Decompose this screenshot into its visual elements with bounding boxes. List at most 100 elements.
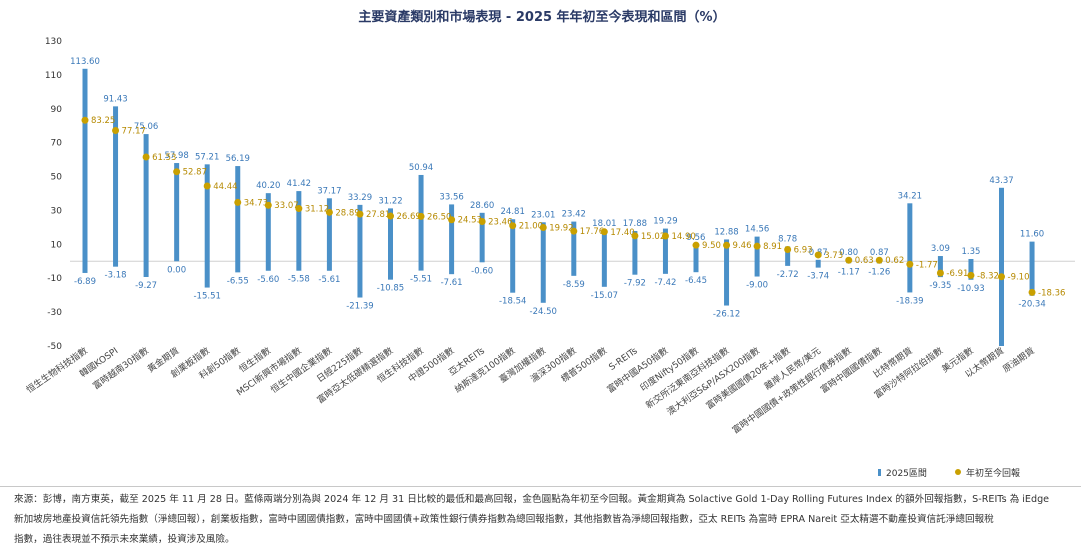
y-tick-label: -50 [47, 342, 62, 352]
ytd-dot [845, 256, 853, 264]
ytd-dot [967, 271, 975, 279]
ytd-label: 27.81 [366, 210, 390, 220]
ytd-label: 21.00 [519, 222, 543, 232]
ytd-label: -18.36 [1038, 288, 1065, 298]
low-label: -6.45 [685, 276, 707, 286]
high-label: 11.60 [1020, 230, 1044, 240]
ytd-label: 19.92 [549, 224, 573, 234]
ytd-label: 83.25 [91, 116, 115, 126]
high-label: 9.56 [687, 233, 706, 243]
y-axis: -50 -30 -10 10 30 50 70 90 110 130 [45, 37, 62, 352]
y-tick-label: -10 [47, 274, 62, 284]
high-label: 24.81 [501, 207, 525, 217]
ytd-label: 23.46 [488, 218, 512, 228]
range-bar [968, 258, 974, 280]
y-tick-label: 10 [51, 240, 63, 250]
high-label: 3.09 [931, 244, 950, 254]
divider [0, 486, 1081, 487]
range-bar [754, 236, 760, 277]
high-label: 57.98 [164, 151, 188, 161]
source-note: 來源：彭博，南方東英，截至 2025 年 11 月 28 日。藍條兩端分別為與 … [14, 490, 1074, 550]
range-bar [418, 174, 424, 271]
low-label: -1.26 [868, 267, 890, 277]
ytd-label: -9.10 [1008, 273, 1030, 283]
ytd-label: 9.50 [702, 241, 721, 251]
ytd-label: 31.12 [305, 205, 329, 215]
range-bar [388, 208, 393, 280]
low-label: -7.42 [654, 278, 676, 288]
source-line-3: 指數，過往表現並不預示未來業績，投資涉及風險。 [14, 534, 235, 545]
legend-ytd-swatch [955, 469, 961, 475]
ytd-label: -8.32 [977, 271, 999, 281]
ytd-dot [936, 269, 944, 277]
high-label: 17.88 [623, 219, 647, 229]
range-bar [265, 193, 271, 271]
ytd-label: -1.77 [916, 260, 938, 270]
low-label: -2.72 [777, 270, 799, 280]
ytd-label: 17.76 [580, 227, 604, 237]
ytd-dot [417, 212, 425, 220]
ytd-dot [173, 168, 181, 176]
category-labels: 恒生生物科技指數韓國KOSPI富時越南30指數黃金期貨創業板指數科創50指數恒生… [24, 344, 1037, 436]
high-label: 40.20 [256, 181, 280, 191]
ytd-dot [295, 205, 303, 213]
range-bar [999, 187, 1004, 346]
ytd-dot [264, 201, 272, 209]
range-bar [632, 230, 638, 275]
range-bar [571, 221, 577, 276]
low-label: -10.85 [377, 284, 404, 294]
range-bar [357, 204, 363, 298]
range-bar [662, 228, 668, 274]
low-label: -21.39 [346, 302, 373, 312]
ytd-dot [387, 212, 394, 220]
range-bars: 113.60 -6.89 91.43 -3.18 75.06 -9.27 57.98 0.00… [70, 57, 1046, 346]
low-label: 0.00 [167, 265, 186, 275]
ytd-dots: 83.25 77.17 61.53 52.87 44.44 34.73 33.07 31.12… [81, 116, 1065, 298]
range-bar [540, 222, 546, 303]
ytd-dot [325, 208, 333, 216]
low-label: -7.92 [624, 279, 646, 289]
ytd-label: 3.73 [824, 251, 843, 261]
high-label: 1.35 [961, 247, 980, 257]
low-label: -18.54 [499, 297, 526, 307]
ytd-dot [356, 210, 364, 218]
ytd-label: 26.69 [397, 212, 421, 222]
range-bar [204, 164, 210, 288]
ytd-label: 61.53 [152, 153, 176, 163]
ytd-dot [661, 232, 669, 240]
low-label: -24.50 [530, 307, 557, 317]
high-label: 18.01 [592, 219, 616, 229]
ytd-dot [509, 222, 517, 230]
y-tick-label: 90 [51, 105, 63, 115]
ytd-dot [112, 127, 120, 135]
ytd-dot [234, 198, 242, 206]
range-bar [449, 204, 455, 275]
low-label: -6.55 [227, 276, 249, 286]
y-tick-label: 110 [45, 71, 62, 81]
low-label: -1.17 [838, 267, 860, 277]
high-label: 50.94 [409, 163, 433, 173]
range-bar [785, 246, 791, 266]
high-label: 75.06 [134, 122, 158, 132]
chart-title: 主要資產類別和市場表現 - 2025 年年初至今表現和區間（%） [358, 9, 725, 25]
high-label: 23.42 [562, 210, 586, 220]
range-bar [907, 203, 913, 293]
ytd-dot [1028, 288, 1036, 296]
ytd-label: 44.44 [213, 182, 237, 192]
ytd-label: 28.89 [335, 208, 359, 218]
ytd-dot [631, 232, 639, 240]
ytd-dot [539, 224, 547, 232]
low-label: -5.58 [288, 275, 310, 285]
high-label: 91.43 [103, 94, 127, 104]
range-bar [174, 163, 180, 262]
ytd-label: -6.91 [946, 269, 968, 279]
high-label: 41.42 [287, 179, 311, 189]
ytd-label: 9.46 [733, 241, 752, 251]
ytd-dot [81, 116, 89, 124]
ytd-dot [448, 216, 456, 224]
range-bar [235, 166, 241, 273]
range-bar [510, 219, 516, 293]
ytd-label: 24.53 [458, 216, 482, 226]
high-label: 56.19 [226, 154, 250, 164]
low-label: -10.93 [957, 284, 984, 294]
